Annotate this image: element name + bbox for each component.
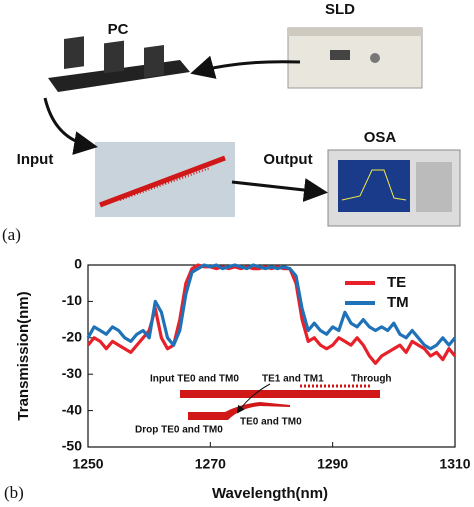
x-tick-label: 1310 bbox=[439, 456, 470, 472]
x-tick-label: 1250 bbox=[72, 456, 103, 472]
x-tick-label: 1270 bbox=[195, 456, 226, 472]
label-osa: OSA bbox=[364, 129, 397, 146]
data-line bbox=[86, 263, 457, 351]
setup-drawing bbox=[43, 27, 461, 227]
y-tick-label: -40 bbox=[62, 401, 82, 417]
x-tick-label: 1290 bbox=[317, 456, 348, 472]
y-axis-label: Transmission(nm) bbox=[15, 291, 32, 420]
annotation: TE1 and TM1 bbox=[262, 374, 324, 385]
legend-label: TE bbox=[387, 274, 406, 291]
label-input: Input bbox=[17, 151, 54, 168]
y-tick-label: -50 bbox=[62, 438, 82, 454]
y-tick-label: -30 bbox=[62, 365, 82, 381]
panel-label: (b) bbox=[4, 483, 24, 502]
y-tick-label: -10 bbox=[62, 292, 82, 308]
y-tick-label: -20 bbox=[62, 329, 82, 345]
y-tick-label: 0 bbox=[74, 256, 82, 272]
panel-label: (a) bbox=[2, 225, 21, 244]
annotation: Through bbox=[351, 374, 392, 385]
label-pc: PC bbox=[108, 21, 129, 38]
annotation: Input TE0 and TM0 bbox=[150, 374, 239, 385]
legend-label: TM bbox=[387, 294, 409, 311]
label-sld: SLD bbox=[325, 1, 355, 18]
annotation: TE0 and TM0 bbox=[240, 417, 302, 428]
annotation: Drop TE0 and TM0 bbox=[135, 425, 223, 436]
label-output: Output bbox=[263, 151, 312, 168]
x-axis-label: Wavelength(nm) bbox=[212, 485, 328, 502]
inset-device bbox=[180, 383, 380, 420]
